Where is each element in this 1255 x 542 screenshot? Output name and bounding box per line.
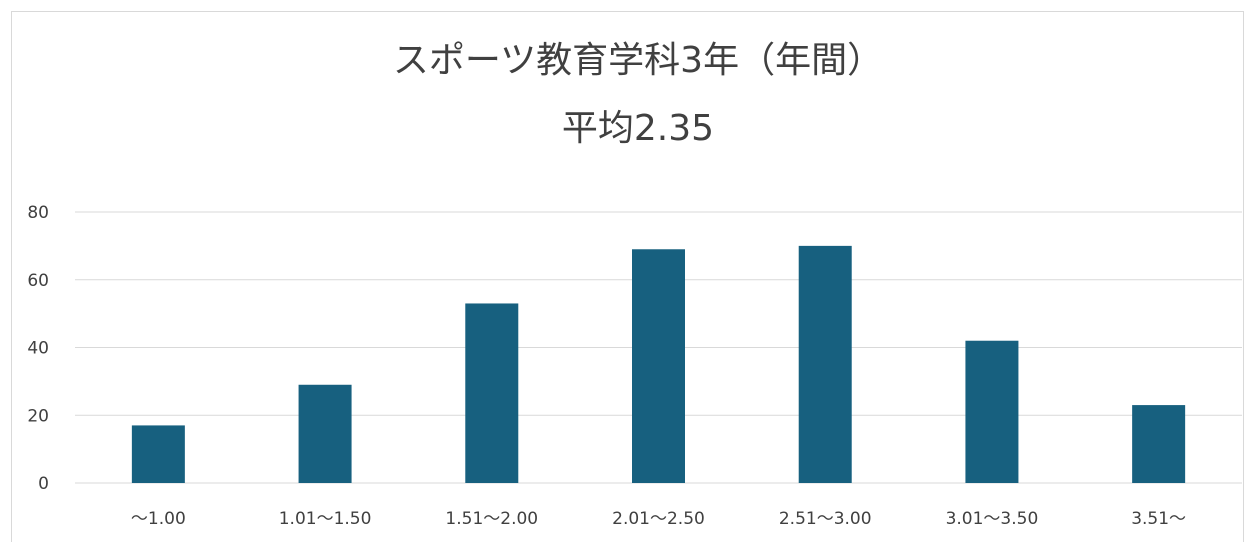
y-tick-label: 0 [38, 474, 49, 494]
chart-title: スポーツ教育学科3年（年間） [393, 40, 883, 81]
bar-7 [1132, 405, 1186, 483]
bar-4 [632, 249, 685, 483]
x-tick-label: 3.51～ [1131, 509, 1186, 529]
x-tick-label: 3.01～3.50 [946, 509, 1039, 529]
x-tick-label: 2.01～2.50 [612, 509, 705, 529]
y-tick-label: 60 [27, 271, 49, 291]
x-tick-label: ～1.00 [131, 509, 186, 529]
chart-frame [11, 11, 1244, 542]
bar-6 [965, 340, 1019, 483]
bars [131, 245, 1186, 483]
y-tick-label: 20 [27, 406, 49, 426]
x-tick-label: 1.51～2.00 [445, 509, 538, 529]
bar-1 [131, 425, 185, 483]
bar-5 [798, 245, 852, 483]
x-axis-ticks: ～1.00 1.01～1.50 1.51～2.00 2.01～2.50 2.51～3.0… [131, 509, 1186, 529]
y-tick-label: 40 [27, 339, 49, 359]
bar-3 [465, 303, 519, 483]
y-tick-label: 80 [27, 203, 49, 223]
bar-2 [298, 384, 352, 483]
y-axis-ticks: 0 20 40 60 80 [27, 203, 49, 494]
x-tick-label: 1.01～1.50 [279, 509, 372, 529]
chart-subtitle: 平均2.35 [562, 108, 714, 149]
x-tick-label: 2.51～3.00 [779, 509, 872, 529]
